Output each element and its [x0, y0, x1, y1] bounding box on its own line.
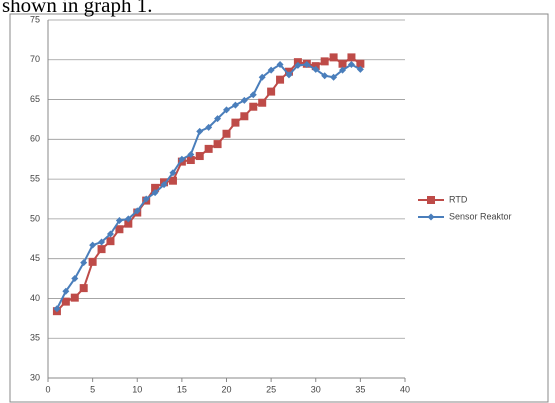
x-tick-label: 40: [400, 384, 410, 394]
y-tick-label: 45: [30, 253, 40, 263]
marker: [178, 155, 186, 163]
marker: [223, 106, 230, 114]
marker: [80, 259, 88, 267]
marker: [151, 183, 160, 192]
marker: [338, 59, 347, 68]
marker: [106, 230, 114, 238]
marker: [196, 127, 204, 135]
marker: [89, 241, 97, 249]
marker: [231, 101, 239, 109]
marker: [240, 112, 249, 121]
marker: [249, 91, 257, 99]
marker: [168, 176, 177, 185]
marker: [53, 305, 61, 313]
x-tick-label: 5: [90, 384, 95, 394]
marker: [347, 61, 355, 69]
marker: [321, 72, 329, 80]
caption: shown in graph 1.: [2, 0, 153, 17]
legend-label: RTD: [449, 194, 468, 204]
marker: [97, 245, 106, 254]
x-tick-label: 25: [266, 384, 276, 394]
x-tick-label: 30: [311, 384, 321, 394]
marker: [186, 156, 195, 165]
chart-frame: [9, 13, 549, 403]
marker: [204, 144, 213, 153]
marker: [330, 73, 338, 81]
marker: [267, 66, 275, 74]
caption-bg: [0, 0, 240, 13]
marker: [303, 61, 311, 69]
y-tick-label: 30: [30, 372, 40, 382]
y-tick-label: 65: [30, 94, 40, 104]
marker: [347, 53, 356, 62]
series-line: [56, 56, 361, 312]
y-tick-label: 50: [30, 213, 40, 223]
marker: [339, 66, 347, 74]
marker: [61, 297, 70, 306]
x-tick-label: 35: [355, 384, 365, 394]
marker: [356, 65, 364, 73]
legend-label: Sensor Reaktor: [449, 211, 512, 221]
marker: [115, 216, 123, 224]
series-line: [56, 63, 361, 310]
marker: [276, 75, 285, 84]
x-tick-label: 15: [177, 384, 187, 394]
marker: [294, 61, 302, 69]
marker: [240, 96, 248, 104]
marker: [79, 284, 88, 293]
marker: [231, 118, 240, 127]
marker: [267, 87, 276, 96]
marker: [213, 140, 222, 149]
marker: [285, 71, 293, 79]
marker: [276, 61, 284, 69]
marker: [258, 98, 267, 107]
y-tick-label: 75: [30, 14, 40, 24]
marker: [62, 287, 70, 295]
marker: [71, 275, 79, 283]
marker: [427, 213, 435, 221]
marker: [151, 189, 159, 197]
marker: [142, 195, 150, 203]
marker: [329, 53, 338, 62]
marker: [320, 57, 329, 66]
marker: [187, 150, 195, 158]
marker: [133, 207, 141, 215]
marker: [160, 181, 168, 189]
marker: [124, 215, 132, 223]
marker: [312, 65, 320, 73]
marker: [115, 225, 124, 234]
marker: [88, 257, 97, 266]
y-tick-label: 60: [30, 134, 40, 144]
marker: [124, 219, 133, 228]
marker: [356, 59, 365, 68]
marker: [249, 102, 258, 111]
marker: [205, 123, 213, 131]
marker: [169, 169, 177, 177]
x-tick-label: 0: [45, 384, 50, 394]
marker: [70, 293, 79, 302]
marker: [106, 237, 115, 246]
y-tick-label: 35: [30, 333, 40, 343]
y-tick-label: 40: [30, 293, 40, 303]
y-tick-label: 70: [30, 54, 40, 64]
x-tick-label: 10: [132, 384, 142, 394]
marker: [222, 129, 231, 138]
marker: [258, 73, 266, 81]
x-tick-label: 20: [221, 384, 231, 394]
marker: [427, 196, 435, 204]
marker: [98, 238, 106, 246]
marker: [214, 115, 222, 123]
marker: [195, 152, 204, 161]
y-tick-label: 55: [30, 173, 40, 183]
